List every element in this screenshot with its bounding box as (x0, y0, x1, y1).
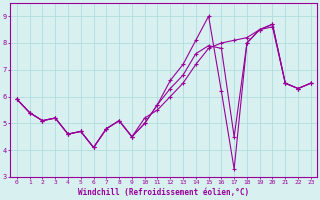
X-axis label: Windchill (Refroidissement éolien,°C): Windchill (Refroidissement éolien,°C) (78, 188, 249, 197)
